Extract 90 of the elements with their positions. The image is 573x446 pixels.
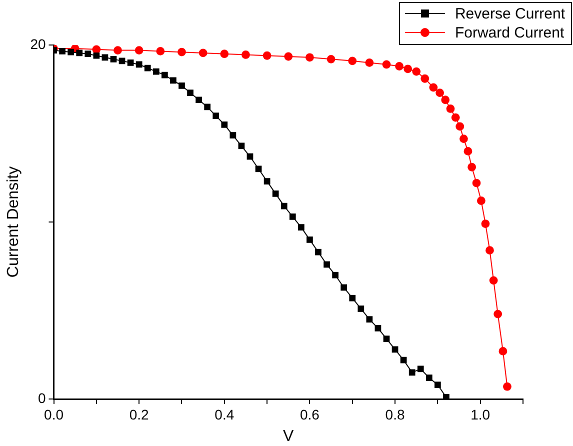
x-tick-label: 0.8 <box>385 406 405 422</box>
point <box>178 48 186 56</box>
point <box>382 60 391 69</box>
point <box>230 132 236 138</box>
point <box>262 51 272 60</box>
point <box>212 112 220 119</box>
point <box>340 284 348 291</box>
point <box>374 325 382 332</box>
point <box>170 77 176 84</box>
point <box>242 50 250 59</box>
point <box>494 310 502 318</box>
point <box>114 46 122 55</box>
point <box>365 58 374 67</box>
point <box>118 58 126 64</box>
point <box>59 48 66 54</box>
point <box>434 382 441 388</box>
point <box>412 67 421 76</box>
point <box>280 202 288 210</box>
point <box>162 72 168 78</box>
y-axis-title: Current Density <box>5 166 22 278</box>
point <box>404 64 412 74</box>
point <box>324 261 330 268</box>
point <box>417 366 424 372</box>
x-tick-label: 0.6 <box>300 406 320 422</box>
point <box>460 134 468 144</box>
point <box>144 64 151 72</box>
point <box>264 178 270 184</box>
point <box>348 56 357 66</box>
point <box>486 246 494 255</box>
point <box>456 122 464 131</box>
point <box>451 113 460 122</box>
point <box>178 82 185 89</box>
point <box>349 294 356 302</box>
point <box>476 196 486 205</box>
point <box>326 54 336 64</box>
y-tick-label: 20 <box>30 36 46 52</box>
point <box>187 90 194 96</box>
point <box>298 224 304 230</box>
point <box>395 62 404 70</box>
point <box>358 306 364 312</box>
point <box>420 74 430 83</box>
point <box>238 142 245 150</box>
point <box>102 54 108 61</box>
point <box>481 220 490 228</box>
point <box>306 53 314 62</box>
point <box>152 68 160 75</box>
point <box>204 104 211 110</box>
x-tick-label: 0.2 <box>129 406 150 422</box>
legend-label: Forward Current <box>454 24 565 42</box>
point <box>366 316 373 323</box>
point <box>498 347 508 356</box>
point <box>315 248 322 256</box>
point <box>472 178 481 188</box>
x-tick-label: 0.4 <box>214 406 234 422</box>
point <box>408 369 416 376</box>
point <box>93 52 100 59</box>
y-tick-label: 0 <box>38 390 46 406</box>
point <box>198 48 208 58</box>
point <box>468 162 476 172</box>
point <box>134 46 144 55</box>
point <box>429 83 438 92</box>
point <box>110 56 117 62</box>
point <box>289 214 296 220</box>
point <box>441 96 450 104</box>
point <box>489 276 498 285</box>
point <box>503 382 512 391</box>
point <box>332 272 338 278</box>
point <box>136 61 142 68</box>
point <box>255 166 262 172</box>
x-axis-title: V <box>283 428 294 445</box>
point <box>272 190 279 197</box>
x-tick-label: 0.0 <box>44 406 64 422</box>
point <box>76 50 83 56</box>
point <box>446 104 455 113</box>
point <box>220 50 229 58</box>
point <box>464 147 472 156</box>
point <box>284 52 293 61</box>
point <box>127 60 134 66</box>
point <box>84 50 92 58</box>
point <box>68 48 74 56</box>
point <box>443 394 450 399</box>
point <box>221 121 228 128</box>
point <box>156 46 165 56</box>
point <box>436 88 444 97</box>
point <box>196 96 202 104</box>
point <box>383 336 390 342</box>
legend-label: Reverse Current <box>454 6 566 23</box>
x-tick-label: 1.0 <box>470 406 490 422</box>
point <box>306 236 313 243</box>
point <box>426 374 432 381</box>
